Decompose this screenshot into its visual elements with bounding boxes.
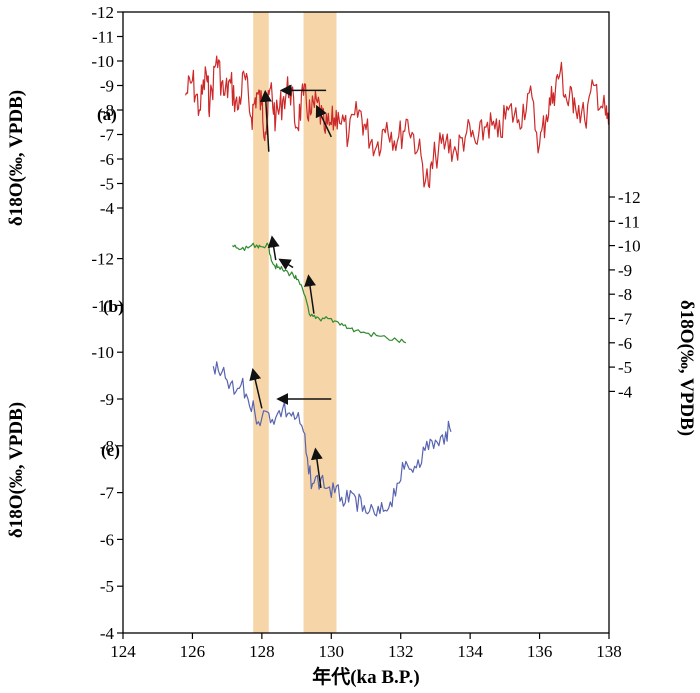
series-line-b — [232, 242, 407, 344]
x-axis-title: 年代(ka B.P.) — [312, 665, 420, 688]
y-left-upper-tick-label: -7 — [100, 126, 115, 145]
y-left-lower-tick-label: -7 — [100, 484, 115, 503]
y-right-tick-label: -6 — [618, 334, 632, 353]
y-right-tick-label: -7 — [618, 310, 633, 329]
arrow-a-rise — [315, 104, 332, 138]
y-left-lower-tick-label: -5 — [100, 577, 114, 596]
y-left-lower-tick-label: -6 — [100, 530, 114, 549]
y-axis-left-upper-title: δ18O(‰, VPDB) — [6, 90, 27, 226]
panel-label-c: (c) — [101, 441, 120, 460]
y-axis-left-lower-title: δ18O(‰, VPDB) — [6, 402, 27, 538]
y-right-tick-label: -4 — [618, 382, 633, 401]
arrow-b-up — [304, 274, 316, 314]
y-left-lower-tick-label: -12 — [91, 250, 114, 269]
y-right-tick-label: -8 — [618, 285, 632, 304]
y-axis-left-lower-ticks: -12 -11 -10 -9 -8 -7 -6 -5 -4 — [91, 250, 123, 643]
y-left-upper-tick-label: -9 — [100, 77, 114, 96]
panel-label-a: (a) — [97, 105, 117, 124]
x-tick-label: 124 — [110, 642, 136, 661]
y-axis-left-upper-ticks: -12 -11 -10 -9 -8 -7 -6 -5 -4 — [91, 3, 123, 218]
y-right-tick-label: -9 — [618, 261, 632, 280]
highlight-band-1 — [253, 12, 269, 633]
x-tick-label: 130 — [319, 642, 345, 661]
series-line-c — [212, 361, 452, 517]
y-right-tick-label: -10 — [618, 237, 641, 256]
x-tick-label: 126 — [180, 642, 206, 661]
y-left-upper-tick-label: -5 — [100, 175, 114, 194]
x-tick-label: 134 — [457, 642, 483, 661]
arrow-c-rise — [310, 447, 323, 489]
y-left-lower-tick-label: -4 — [100, 624, 115, 643]
x-tick-label: 136 — [527, 642, 553, 661]
arrow-a-up — [259, 89, 272, 152]
y-left-upper-tick-label: -12 — [91, 3, 114, 22]
trend-arrows — [249, 84, 332, 489]
x-tick-label: 128 — [249, 642, 275, 661]
y-right-tick-label: -5 — [618, 358, 632, 377]
y-axis-right-ticks: -12 -11 -10 -9 -8 -7 -6 -5 -4 — [609, 188, 641, 401]
y-left-upper-tick-label: -10 — [91, 52, 114, 71]
y-left-upper-tick-label: -4 — [100, 199, 115, 218]
y-left-lower-tick-label: -8 — [100, 437, 114, 456]
panel-label-b: (b) — [103, 297, 124, 316]
y-left-upper-tick-label: -6 — [100, 150, 114, 169]
arrow-b-mid — [278, 258, 294, 270]
y-left-lower-tick-label: -10 — [91, 343, 114, 362]
y-left-lower-tick-label: -9 — [100, 390, 114, 409]
y-axis-right-title: δ18O(‰, VPDB) — [676, 300, 697, 436]
y-left-lower-tick-label: -11 — [92, 296, 114, 315]
y-right-tick-label: -11 — [618, 212, 640, 231]
x-tick-label: 138 — [596, 642, 622, 661]
series-layer — [184, 55, 610, 517]
plot-frame — [122, 11, 610, 634]
x-tick-label: 132 — [388, 642, 414, 661]
series-line-a — [184, 55, 610, 189]
arrow-c-up — [249, 367, 263, 409]
arrow-b-top — [267, 235, 280, 261]
y-left-upper-tick-label: -11 — [92, 28, 114, 47]
y-left-upper-tick-label: -8 — [100, 101, 114, 120]
y-right-tick-label: -12 — [618, 188, 641, 207]
x-axis-ticks: 124 126 128 130 132 134 136 138 — [110, 633, 622, 661]
